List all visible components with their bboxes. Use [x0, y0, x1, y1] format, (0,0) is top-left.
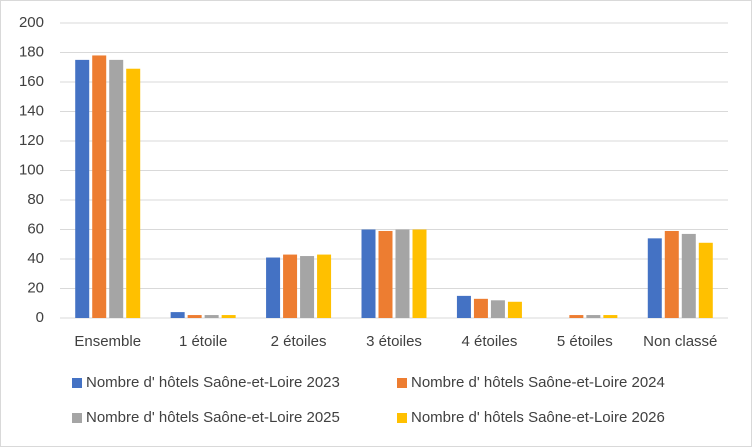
bar — [109, 59, 124, 318]
bar — [490, 300, 505, 318]
bar — [170, 312, 185, 318]
bar — [187, 315, 202, 318]
bar — [361, 229, 376, 318]
bar — [569, 315, 584, 318]
legend-label: Nombre d' hôtels Saône-et-Loire 2026 — [411, 409, 665, 426]
bar — [317, 254, 332, 318]
y-tick-label: 200 — [19, 14, 44, 31]
bar — [75, 59, 90, 318]
y-tick-label: 0 — [36, 309, 44, 326]
bar — [698, 242, 713, 318]
x-tick-label: Ensemble — [74, 333, 141, 350]
legend-label: Nombre d' hôtels Saône-et-Loire 2023 — [86, 374, 340, 391]
x-tick-label: 2 étoiles — [271, 333, 327, 350]
legend-swatch — [72, 413, 82, 423]
bar — [204, 315, 219, 318]
x-tick-label: 5 étoiles — [557, 333, 613, 350]
y-tick-label: 80 — [27, 191, 44, 208]
y-tick-label: 20 — [27, 279, 44, 296]
bar — [283, 254, 298, 318]
y-tick-label: 60 — [27, 220, 44, 237]
bar — [378, 230, 393, 318]
x-tick-label: Non classé — [643, 333, 717, 350]
legend-swatch — [72, 378, 82, 388]
y-tick-label: 160 — [19, 73, 44, 90]
legend-swatch — [397, 378, 407, 388]
y-tick-label: 140 — [19, 102, 44, 119]
bar — [126, 68, 141, 318]
y-tick-label: 120 — [19, 132, 44, 149]
x-tick-label: 1 étoile — [179, 333, 227, 350]
legend-label: Nombre d' hôtels Saône-et-Loire 2024 — [411, 374, 665, 391]
bar — [473, 298, 488, 318]
bar — [395, 229, 410, 318]
bar — [681, 233, 696, 318]
y-tick-label: 40 — [27, 250, 44, 267]
bar — [507, 301, 522, 318]
bar — [603, 315, 618, 318]
bar — [456, 295, 471, 318]
bar — [412, 229, 427, 318]
bar — [664, 230, 679, 318]
bar — [647, 238, 662, 318]
bar — [92, 55, 107, 318]
y-tick-label: 100 — [19, 161, 44, 178]
legend-label: Nombre d' hôtels Saône-et-Loire 2025 — [86, 409, 340, 426]
x-tick-label: 3 étoiles — [366, 333, 422, 350]
bar — [266, 257, 281, 318]
legend-swatch — [397, 413, 407, 423]
y-tick-label: 180 — [19, 43, 44, 60]
bar — [221, 315, 236, 318]
x-tick-label: 4 étoiles — [461, 333, 517, 350]
bar — [300, 256, 315, 318]
bar — [586, 315, 601, 318]
